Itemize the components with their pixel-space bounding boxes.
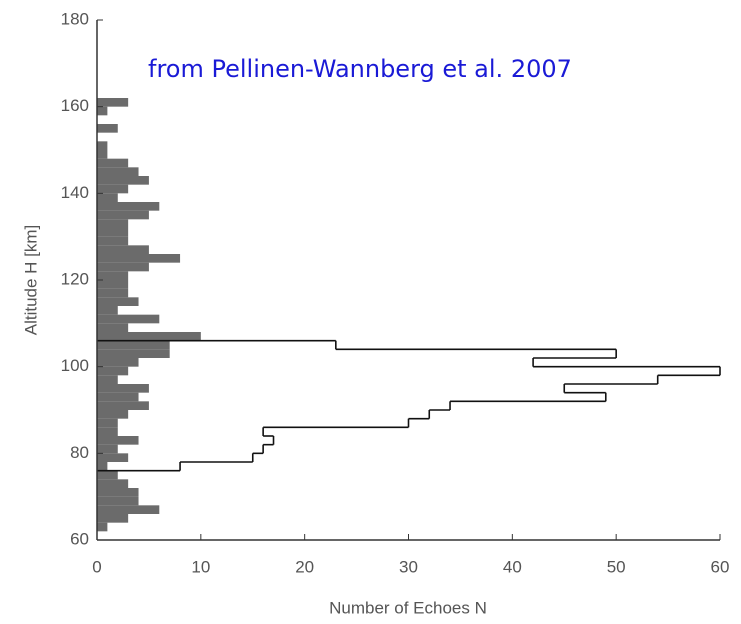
bar	[97, 280, 129, 289]
bar	[97, 488, 139, 497]
bar	[97, 98, 129, 107]
x-tick-label: 0	[92, 557, 101, 576]
bar	[97, 202, 160, 211]
bar	[97, 418, 118, 428]
bar	[97, 288, 129, 298]
x-axis-label: Number of Echoes N	[329, 598, 487, 617]
y-tick-label: 100	[61, 356, 89, 375]
x-tick-label: 50	[607, 557, 626, 576]
bar	[97, 306, 118, 315]
bar	[97, 479, 129, 488]
x-tick-label: 40	[503, 557, 522, 576]
y-tick-label: 80	[70, 443, 89, 462]
bar	[97, 332, 201, 341]
bar	[97, 297, 139, 306]
bar	[97, 176, 149, 185]
bar	[97, 124, 118, 133]
bar	[97, 236, 129, 246]
bar	[97, 358, 139, 367]
y-tick-label: 160	[61, 96, 89, 115]
y-axis-label: Altitude H [km]	[21, 225, 40, 336]
bar	[97, 323, 129, 332]
bar	[97, 427, 118, 436]
bar	[97, 193, 118, 202]
y-tick-label: 60	[70, 529, 89, 548]
bar	[97, 158, 129, 168]
bar	[97, 410, 129, 419]
bar	[97, 271, 129, 280]
bar	[97, 505, 160, 514]
bar	[97, 245, 149, 254]
bar	[97, 366, 129, 376]
x-tick-label: 20	[295, 557, 314, 576]
x-tick-label: 10	[191, 557, 210, 576]
bar	[97, 392, 139, 402]
bar	[97, 219, 129, 228]
bar	[97, 453, 129, 462]
y-tick-label: 180	[61, 9, 89, 28]
bar	[97, 150, 108, 159]
bar	[97, 262, 149, 272]
bar	[97, 496, 139, 506]
x-tick-label: 30	[399, 557, 418, 576]
bar	[97, 254, 181, 263]
bar	[97, 522, 108, 532]
y-tick-label: 140	[61, 183, 89, 202]
bar	[97, 375, 118, 384]
bar	[97, 514, 129, 523]
bar	[97, 228, 129, 237]
bar	[97, 141, 108, 150]
bar	[97, 349, 170, 358]
bar	[97, 444, 118, 454]
bar	[97, 436, 139, 445]
bar	[97, 401, 149, 410]
bar	[97, 340, 170, 350]
bar	[97, 470, 118, 480]
bar	[97, 384, 149, 393]
x-tick-label: 60	[711, 557, 730, 576]
bar	[97, 184, 129, 194]
bar	[97, 462, 108, 471]
bar	[97, 210, 149, 220]
bar	[97, 106, 108, 116]
bar	[97, 314, 160, 324]
y-tick-label: 120	[61, 269, 89, 288]
annotation: from Pellinen-Wannberg et al. 2007	[148, 55, 572, 83]
bar	[97, 167, 139, 176]
